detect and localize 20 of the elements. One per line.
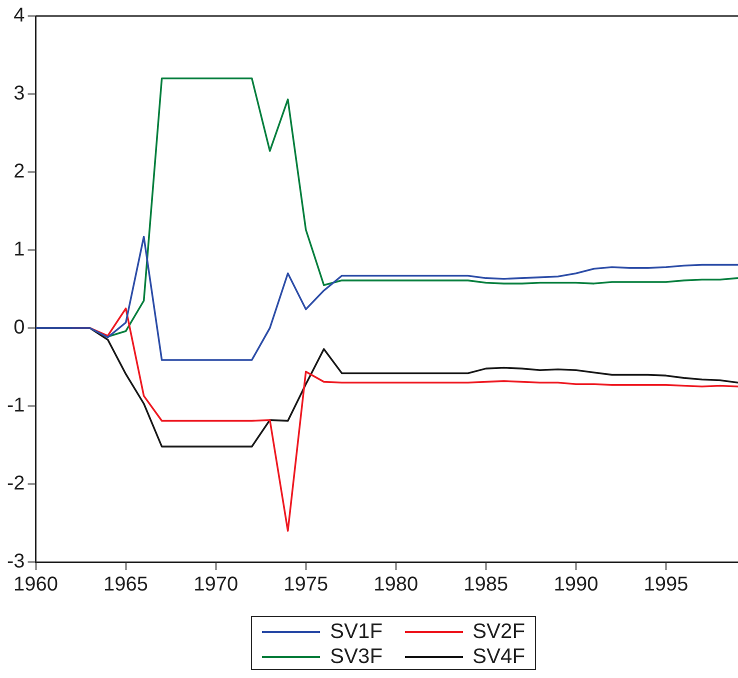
y-tick-label: -2	[6, 472, 25, 495]
y-tick-label: 4	[14, 4, 25, 27]
x-tick-label: 1990	[554, 574, 598, 596]
x-tick-label: 1970	[194, 574, 238, 596]
legend-label: SV1F	[330, 620, 383, 644]
legend-label: SV3F	[330, 644, 383, 668]
y-tick-label: 1	[14, 238, 25, 261]
legend-label: SV4F	[472, 644, 526, 668]
y-tick-label: -1	[6, 394, 25, 417]
y-tick-label: 2	[14, 160, 25, 183]
x-tick-label: 1980	[374, 574, 418, 596]
x-tick-label: 1985	[464, 574, 508, 596]
x-tick-label: 1960	[14, 574, 58, 596]
y-tick-label: -3	[6, 550, 25, 573]
y-tick-label: 0	[14, 316, 25, 339]
x-tick-label: 1965	[104, 574, 148, 596]
x-tick-label: 1995	[644, 574, 688, 596]
y-tick-label: 3	[14, 82, 25, 105]
x-tick-label: 1975	[284, 574, 328, 596]
legend-label: SV2F	[472, 620, 526, 644]
